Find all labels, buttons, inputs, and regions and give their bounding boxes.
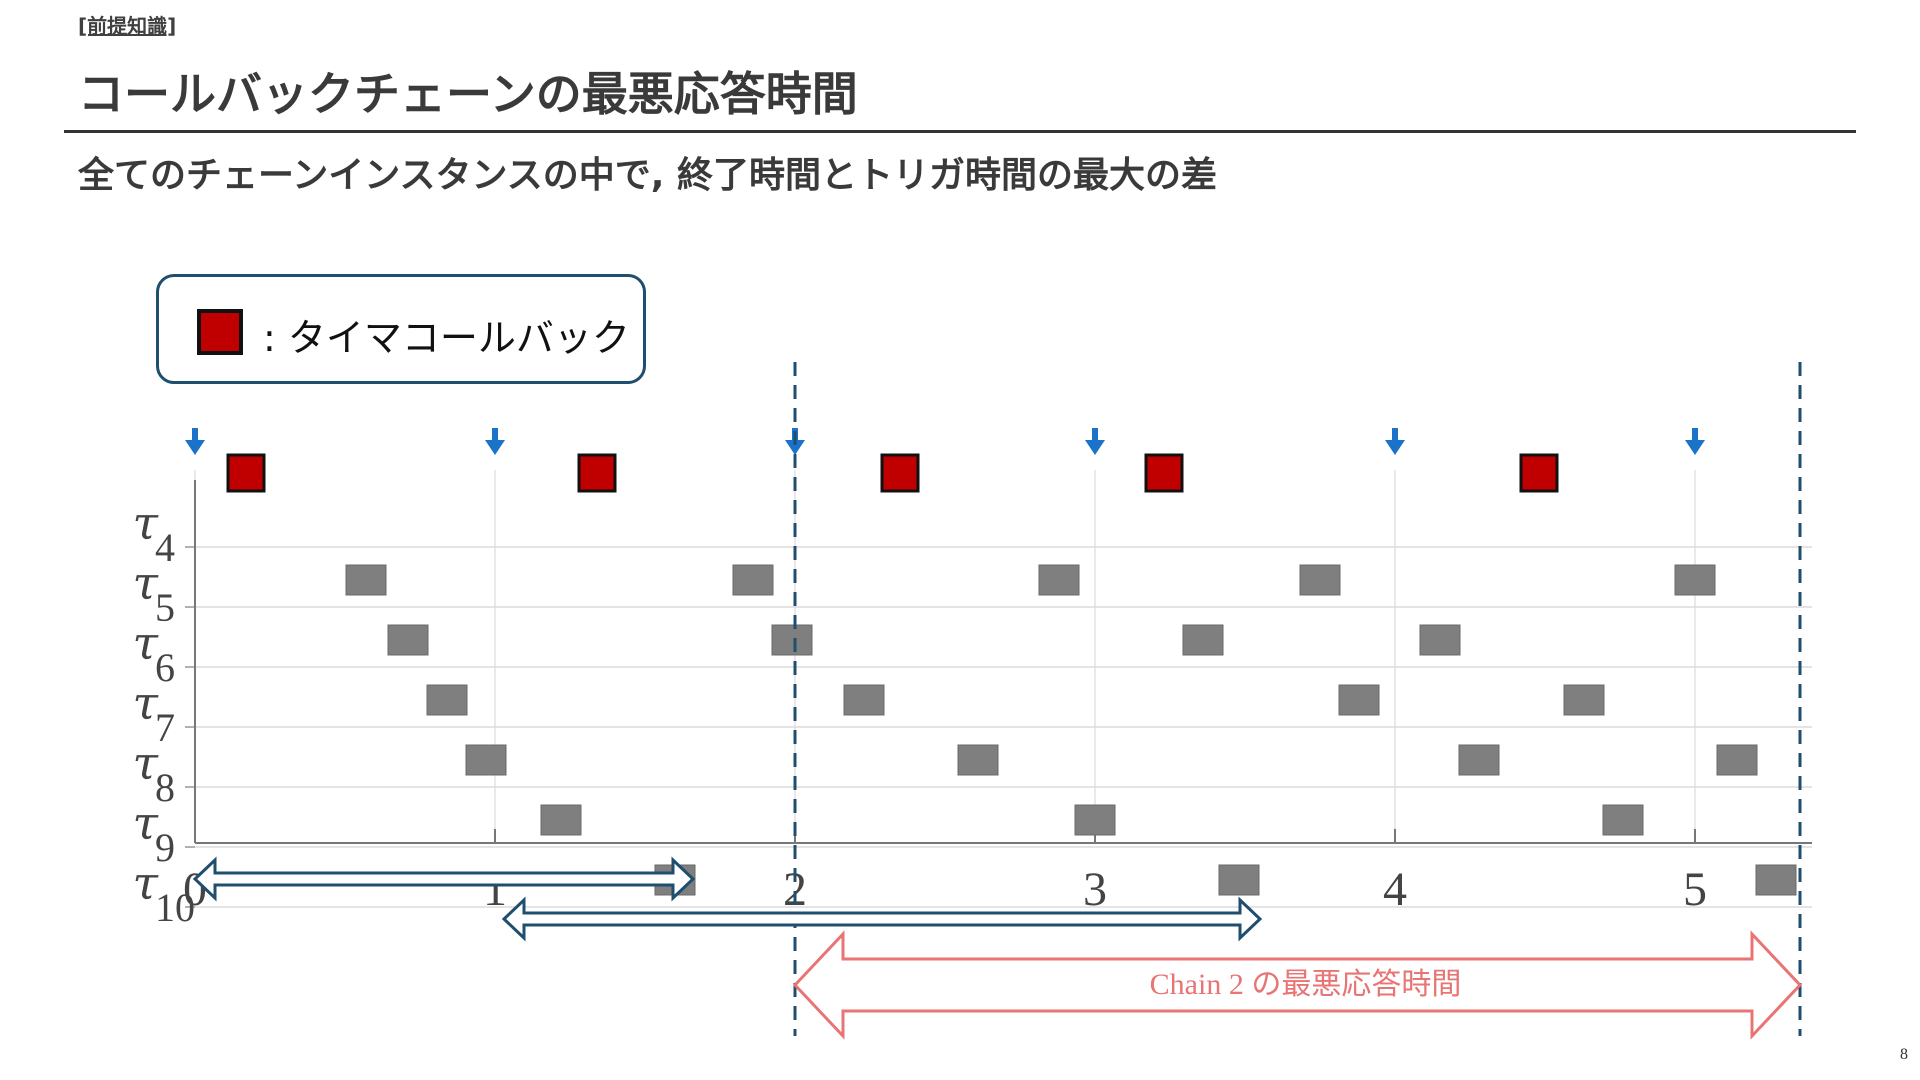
trigger-arrow-head (485, 440, 505, 455)
row-label-subscript: 7 (155, 705, 175, 750)
callback-box (1755, 864, 1797, 896)
row-label-tau: τ (133, 676, 160, 730)
callback-box (345, 564, 387, 596)
callback-box (465, 744, 507, 776)
callback-box (540, 804, 582, 836)
trigger-arrow-head (1385, 440, 1405, 455)
timer-callback-swatch (197, 309, 243, 355)
callback-box (387, 624, 429, 656)
x-tick-label: 5 (1683, 863, 1707, 916)
callback-box (1182, 624, 1224, 656)
page-number: 8 (1900, 1046, 1908, 1063)
callback-box (771, 624, 813, 656)
callback-box (1716, 744, 1758, 776)
trigger-arrow-head (1685, 440, 1705, 455)
row-label-tau: τ (133, 556, 160, 610)
x-tick-label: 3 (1083, 863, 1107, 916)
row-label-tau: τ (133, 616, 160, 670)
trigger-arrow-head (785, 440, 805, 455)
trigger-arrow-head (185, 440, 205, 455)
row-label-subscript: 5 (155, 585, 175, 630)
section-tag: [前提知識] (78, 14, 177, 38)
row-label-subscript: 9 (155, 825, 175, 870)
timer-callback-box (880, 453, 920, 493)
timer-callback-box (577, 453, 617, 493)
callback-box (1419, 624, 1461, 656)
page-title: コールバックチェーンの最悪応答時間 (78, 67, 858, 121)
callback-box (1338, 684, 1380, 716)
chain-span-arrow (192, 856, 696, 902)
chain-span-arrow (501, 896, 1263, 942)
page-subtitle: 全てのチェーンインスタンスの中で, 終了時間とトリガ時間の最大の差 (78, 155, 1217, 196)
callback-box (1074, 804, 1116, 836)
x-tick-label: 4 (1383, 863, 1407, 916)
title-divider (64, 130, 1856, 133)
row-label-tau: τ (133, 856, 160, 910)
callback-box (1458, 744, 1500, 776)
row-label-tau: τ (133, 496, 160, 550)
row-label-tau: τ (133, 736, 160, 790)
callback-box (1674, 564, 1716, 596)
legend-label: : タイマコールバック (263, 316, 630, 360)
timer-callback-box (1144, 453, 1184, 493)
callback-box (1563, 684, 1605, 716)
timer-callback-box (1519, 453, 1559, 493)
callback-box (732, 564, 774, 596)
callback-box (1299, 564, 1341, 596)
row-label-tau: τ (133, 796, 160, 850)
row-label-subscript: 6 (155, 645, 175, 690)
callback-box (957, 744, 999, 776)
x-tick-label: 1 (483, 863, 507, 916)
timer-callback-box (226, 453, 266, 493)
legend-box: : タイマコールバック (156, 274, 646, 384)
worst-case-span-arrow (792, 930, 1803, 1040)
row-label-subscript: 10 (155, 885, 195, 930)
callback-box (843, 684, 885, 716)
row-label-subscript: 8 (155, 765, 175, 810)
callback-box (1602, 804, 1644, 836)
trigger-arrow-head (1085, 440, 1105, 455)
worst-case-span-label: Chain 2 の最悪応答時間 (1150, 968, 1462, 1001)
row-label-subscript: 4 (155, 525, 175, 570)
callback-box (1218, 864, 1260, 896)
callback-box (426, 684, 468, 716)
callback-box (1038, 564, 1080, 596)
